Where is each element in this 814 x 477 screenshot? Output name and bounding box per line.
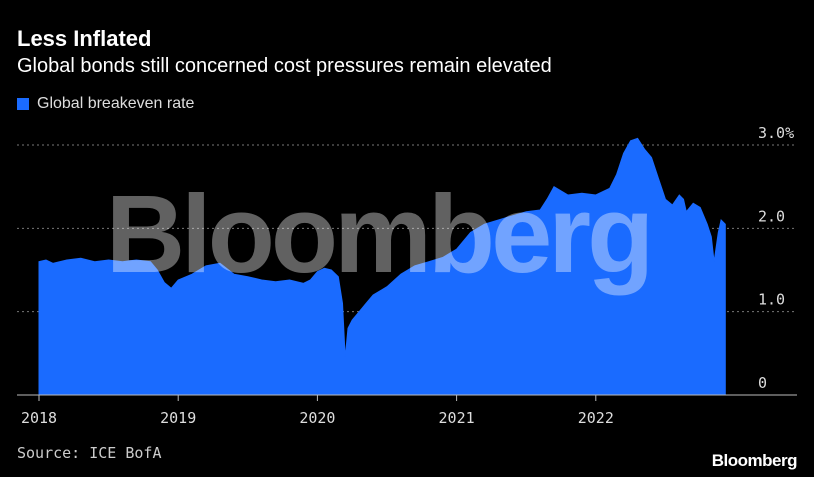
x-tick-label: 2020 [299, 409, 335, 427]
bloomberg-logo: Bloomberg [711, 451, 798, 470]
chart-subtitle: Global bonds still concerned cost pressu… [17, 55, 552, 77]
chart-title: Less Inflated [17, 26, 152, 51]
series-area [38, 137, 726, 396]
x-tick-label: 2021 [439, 409, 475, 427]
y-tick-label: 1.0 [758, 291, 785, 309]
x-tick-label: 2019 [160, 409, 196, 427]
y-tick-label: 3.0% [758, 124, 794, 142]
legend-swatch [17, 98, 29, 110]
legend: Global breakeven rate [17, 95, 194, 113]
source-note: Source: ICE BofA [17, 444, 162, 462]
y-tick-label: 0 [758, 374, 767, 392]
series-area-global-breakeven-rate [38, 137, 726, 396]
y-tick-label: 2.0 [758, 207, 785, 225]
x-tick-label: 2018 [21, 409, 57, 427]
watermark: Bloomberg [106, 173, 651, 296]
x-tick-label: 2022 [578, 409, 614, 427]
legend-label: Global breakeven rate [37, 95, 195, 112]
axes: 3.0% 2.0 1.0 0 2018 2019 2020 2021 2022 [17, 124, 797, 427]
